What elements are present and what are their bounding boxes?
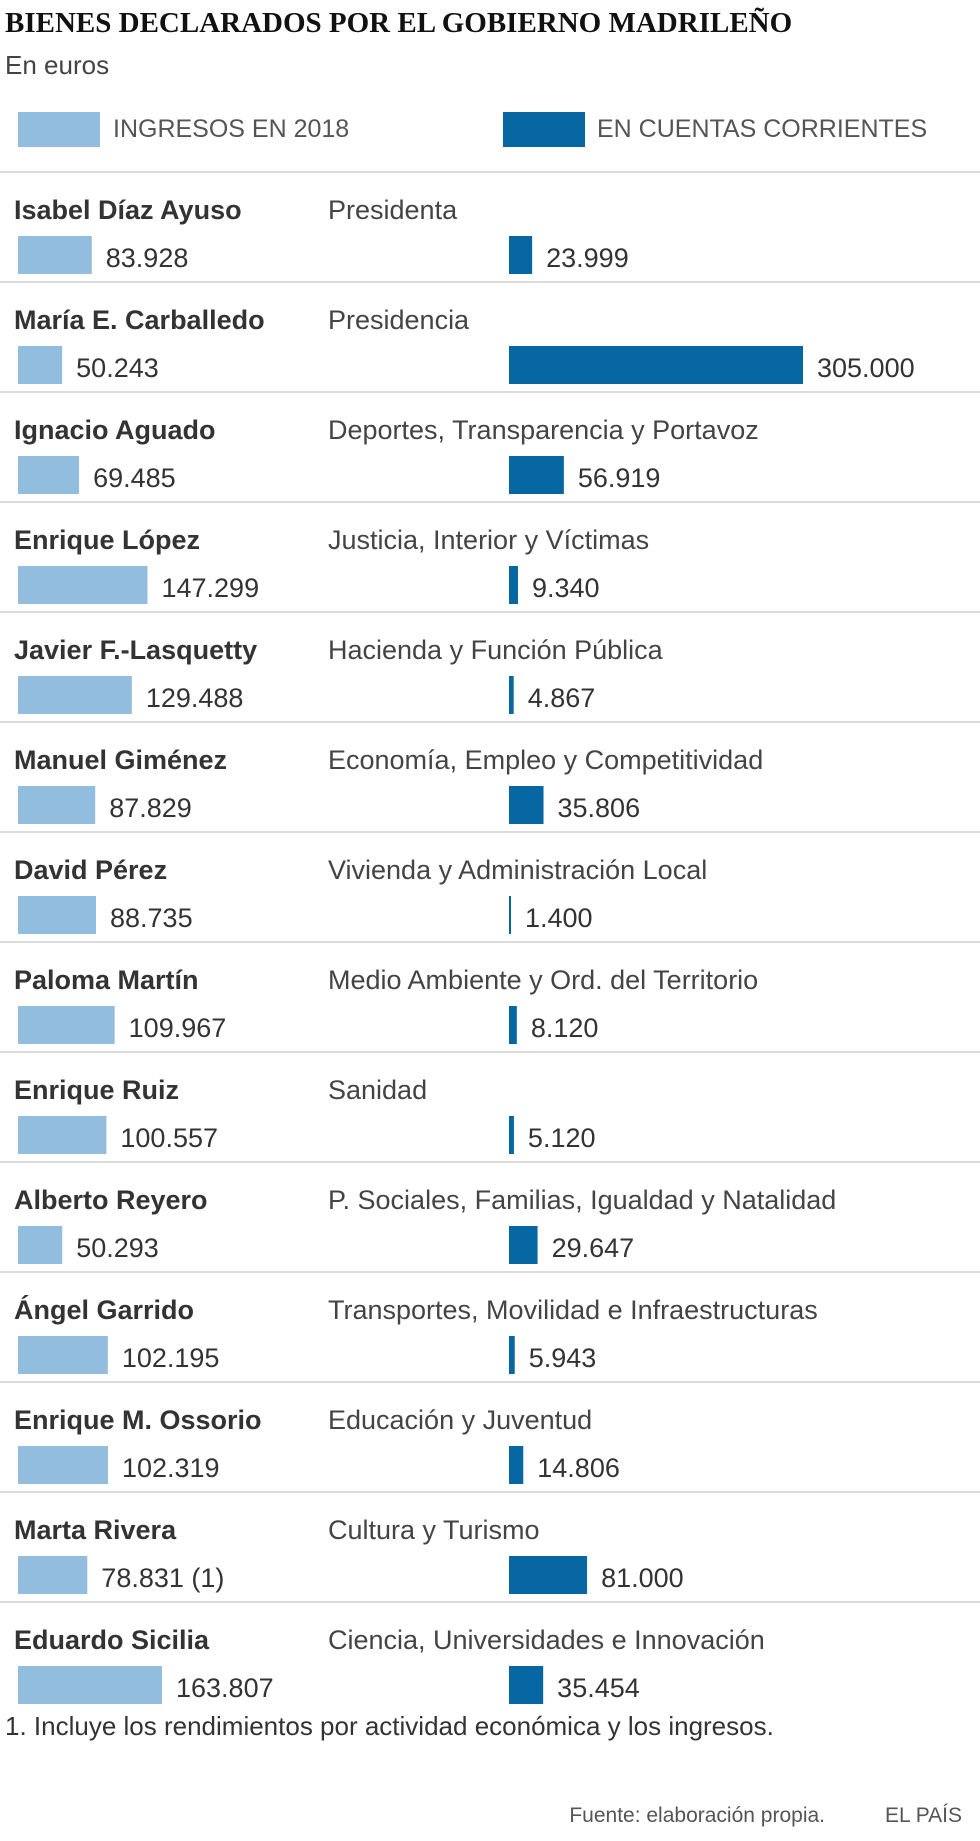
value-ingresos: 163.807 <box>176 1673 274 1703</box>
value-cuentas: 4.867 <box>528 683 596 713</box>
bar-ingresos <box>18 456 80 494</box>
minister-name: Paloma Martín <box>14 965 199 995</box>
bar-cuentas <box>509 896 511 934</box>
bar-cuentas <box>509 346 803 384</box>
value-cuentas: 1.400 <box>525 903 593 933</box>
value-ingresos: 69.485 <box>93 463 176 493</box>
value-ingresos: 50.293 <box>76 1233 159 1263</box>
minister-role: Educación y Juventud <box>328 1405 592 1435</box>
chart-title: BIENES DECLARADOS POR EL GOBIERNO MADRIL… <box>5 6 792 39</box>
minister-name: Isabel Díaz Ayuso <box>14 195 242 225</box>
legend-swatch-ingresos <box>18 112 100 147</box>
source-note: Fuente: elaboración propia. <box>569 1804 825 1827</box>
value-cuentas: 56.919 <box>578 463 661 493</box>
value-ingresos: 78.831 (1) <box>101 1563 224 1593</box>
value-cuentas: 14.806 <box>537 1453 620 1483</box>
value-cuentas: 9.340 <box>532 573 600 603</box>
bar-ingresos <box>18 676 132 714</box>
value-ingresos: 83.928 <box>106 243 189 273</box>
bar-ingresos <box>18 566 148 604</box>
value-ingresos: 88.735 <box>110 903 193 933</box>
footnote: 1. Incluye los rendimientos por activida… <box>5 1711 774 1741</box>
bar-ingresos <box>18 1666 162 1704</box>
minister-name: María E. Carballedo <box>14 305 265 335</box>
minister-role: Justicia, Interior y Víctimas <box>328 525 649 555</box>
minister-role: Cultura y Turismo <box>328 1515 540 1545</box>
bar-ingresos <box>18 786 96 824</box>
bar-cuentas <box>509 1666 544 1704</box>
bar-ingresos <box>18 1556 88 1594</box>
value-cuentas: 23.999 <box>546 243 629 273</box>
minister-role: Sanidad <box>328 1075 427 1105</box>
minister-name: Ignacio Aguado <box>14 415 216 445</box>
value-ingresos: 147.299 <box>161 573 259 603</box>
minister-name: David Pérez <box>14 855 167 885</box>
bar-cuentas <box>509 1556 588 1594</box>
bar-cuentas <box>509 1336 515 1374</box>
minister-role: Vivienda y Administración Local <box>328 855 707 885</box>
bar-cuentas <box>509 1006 517 1044</box>
bar-ingresos <box>18 346 63 384</box>
brand-label: EL PAÍS <box>885 1804 962 1827</box>
value-cuentas: 5.943 <box>529 1343 597 1373</box>
minister-role: Hacienda y Función Pública <box>328 635 664 665</box>
minister-name: Enrique M. Ossorio <box>14 1405 262 1435</box>
minister-role: Economía, Empleo y Competitividad <box>328 745 763 775</box>
chart-subtitle: En euros <box>5 50 109 80</box>
bar-cuentas <box>509 1116 514 1154</box>
value-cuentas: 35.454 <box>557 1673 640 1703</box>
value-ingresos: 109.967 <box>129 1013 227 1043</box>
value-cuentas: 305.000 <box>817 353 915 383</box>
value-cuentas: 5.120 <box>528 1123 596 1153</box>
bar-cuentas <box>509 566 519 604</box>
minister-role: Ciencia, Universidades e Innovación <box>328 1625 765 1655</box>
bar-ingresos <box>18 1006 115 1044</box>
bar-cuentas <box>509 456 564 494</box>
value-ingresos: 129.488 <box>146 683 244 713</box>
minister-name: Manuel Giménez <box>14 745 227 775</box>
minister-name: Ángel Garrido <box>14 1294 194 1325</box>
legend-label-ingresos: INGRESOS EN 2018 <box>113 115 349 143</box>
bar-ingresos <box>18 1446 108 1484</box>
bar-cuentas <box>509 236 533 274</box>
value-cuentas: 29.647 <box>552 1233 635 1263</box>
minister-name: Javier F.-Lasquetty <box>14 635 257 665</box>
value-cuentas: 8.120 <box>531 1013 599 1043</box>
bar-cuentas <box>509 1226 538 1264</box>
bar-ingresos <box>18 1226 63 1264</box>
value-ingresos: 87.829 <box>109 793 192 823</box>
bar-ingresos <box>18 1336 108 1374</box>
bar-cuentas <box>509 676 514 714</box>
bar-ingresos <box>18 1116 107 1154</box>
minister-name: Enrique López <box>14 525 200 555</box>
value-cuentas: 81.000 <box>601 1563 684 1593</box>
value-ingresos: 100.557 <box>120 1123 218 1153</box>
minister-role: Presidenta <box>328 195 458 225</box>
value-ingresos: 50.243 <box>76 353 159 383</box>
minister-name: Enrique Ruiz <box>14 1075 179 1105</box>
minister-name: Marta Rivera <box>14 1515 177 1545</box>
bar-cuentas <box>509 1446 524 1484</box>
value-cuentas: 35.806 <box>558 793 641 823</box>
minister-name: Eduardo Sicilia <box>14 1625 210 1655</box>
bar-ingresos <box>18 236 92 274</box>
legend-label-cuentas: EN CUENTAS CORRIENTES <box>597 115 927 143</box>
minister-role: Medio Ambiente y Ord. del Territorio <box>328 965 758 995</box>
bar-cuentas <box>509 786 544 824</box>
legend-swatch-cuentas <box>503 112 585 147</box>
minister-role: Presidencia <box>328 305 470 335</box>
minister-role: Deportes, Transparencia y Portavoz <box>328 415 759 445</box>
minister-role: P. Sociales, Familias, Igualdad y Natali… <box>328 1185 836 1215</box>
minister-role: Transportes, Movilidad e Infraestructura… <box>328 1295 818 1325</box>
value-ingresos: 102.195 <box>122 1343 220 1373</box>
chart-rows: Isabel Díaz Ayuso Presidenta 83.928 23.999 M… <box>0 171 980 1704</box>
bar-ingresos <box>18 896 97 934</box>
minister-name: Alberto Reyero <box>14 1185 208 1215</box>
value-ingresos: 102.319 <box>122 1453 220 1483</box>
